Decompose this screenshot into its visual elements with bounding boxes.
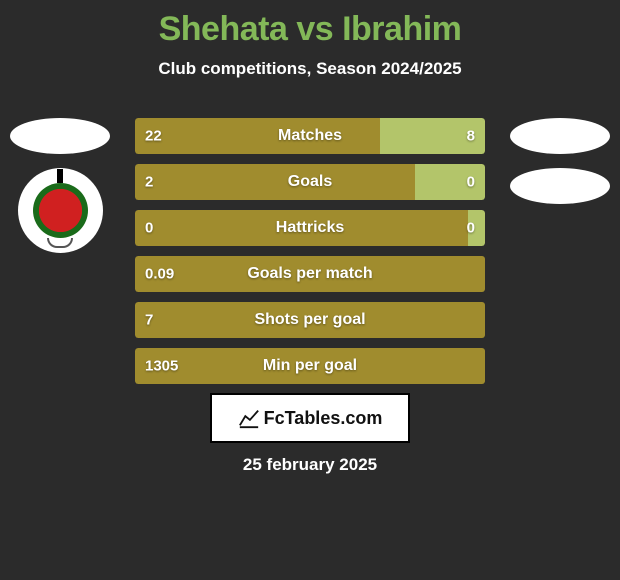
stat-value-left: 7 bbox=[145, 312, 153, 329]
page-title: Shehata vs Ibrahim bbox=[0, 0, 620, 49]
stat-row: 7 Shots per goal bbox=[135, 302, 485, 338]
branding-badge: FcTables.com bbox=[210, 393, 410, 443]
stat-row: 0 0 Hattricks bbox=[135, 210, 485, 246]
page-subtitle: Club competitions, Season 2024/2025 bbox=[0, 59, 620, 79]
stat-value-left: 22 bbox=[145, 128, 162, 145]
team-left-logo bbox=[18, 168, 103, 253]
stat-value-right: 0 bbox=[467, 220, 475, 237]
date-text: 25 february 2025 bbox=[243, 455, 377, 475]
stat-label: Min per goal bbox=[263, 357, 357, 375]
stat-value-right: 8 bbox=[467, 128, 475, 145]
stat-bar-left bbox=[135, 164, 415, 200]
stat-value-left: 2 bbox=[145, 174, 153, 191]
stat-value-left: 0 bbox=[145, 220, 153, 237]
branding-text: FcTables.com bbox=[264, 408, 383, 429]
player-left-placeholder bbox=[10, 118, 110, 154]
stat-bar-left bbox=[135, 118, 380, 154]
stat-row: 2 0 Goals bbox=[135, 164, 485, 200]
stat-value-left: 0.09 bbox=[145, 266, 174, 283]
stat-label: Hattricks bbox=[276, 219, 344, 237]
stat-row: 1305 Min per goal bbox=[135, 348, 485, 384]
stat-label: Matches bbox=[278, 127, 342, 145]
player-left-column bbox=[10, 118, 110, 253]
stat-value-right: 0 bbox=[467, 174, 475, 191]
stat-value-left: 1305 bbox=[145, 358, 178, 375]
stat-label: Shots per goal bbox=[254, 311, 365, 329]
stat-label: Goals bbox=[288, 173, 332, 191]
stats-bars: 22 8 Matches 2 0 Goals 0 0 Hattricks 0.09 Goals pe… bbox=[135, 118, 485, 394]
player-right-placeholder-2 bbox=[510, 168, 610, 204]
stat-row: 22 8 Matches bbox=[135, 118, 485, 154]
stat-label: Goals per match bbox=[247, 265, 372, 283]
player-right-column bbox=[510, 118, 610, 204]
stat-row: 0.09 Goals per match bbox=[135, 256, 485, 292]
chart-icon bbox=[238, 407, 260, 429]
player-right-placeholder-1 bbox=[510, 118, 610, 154]
